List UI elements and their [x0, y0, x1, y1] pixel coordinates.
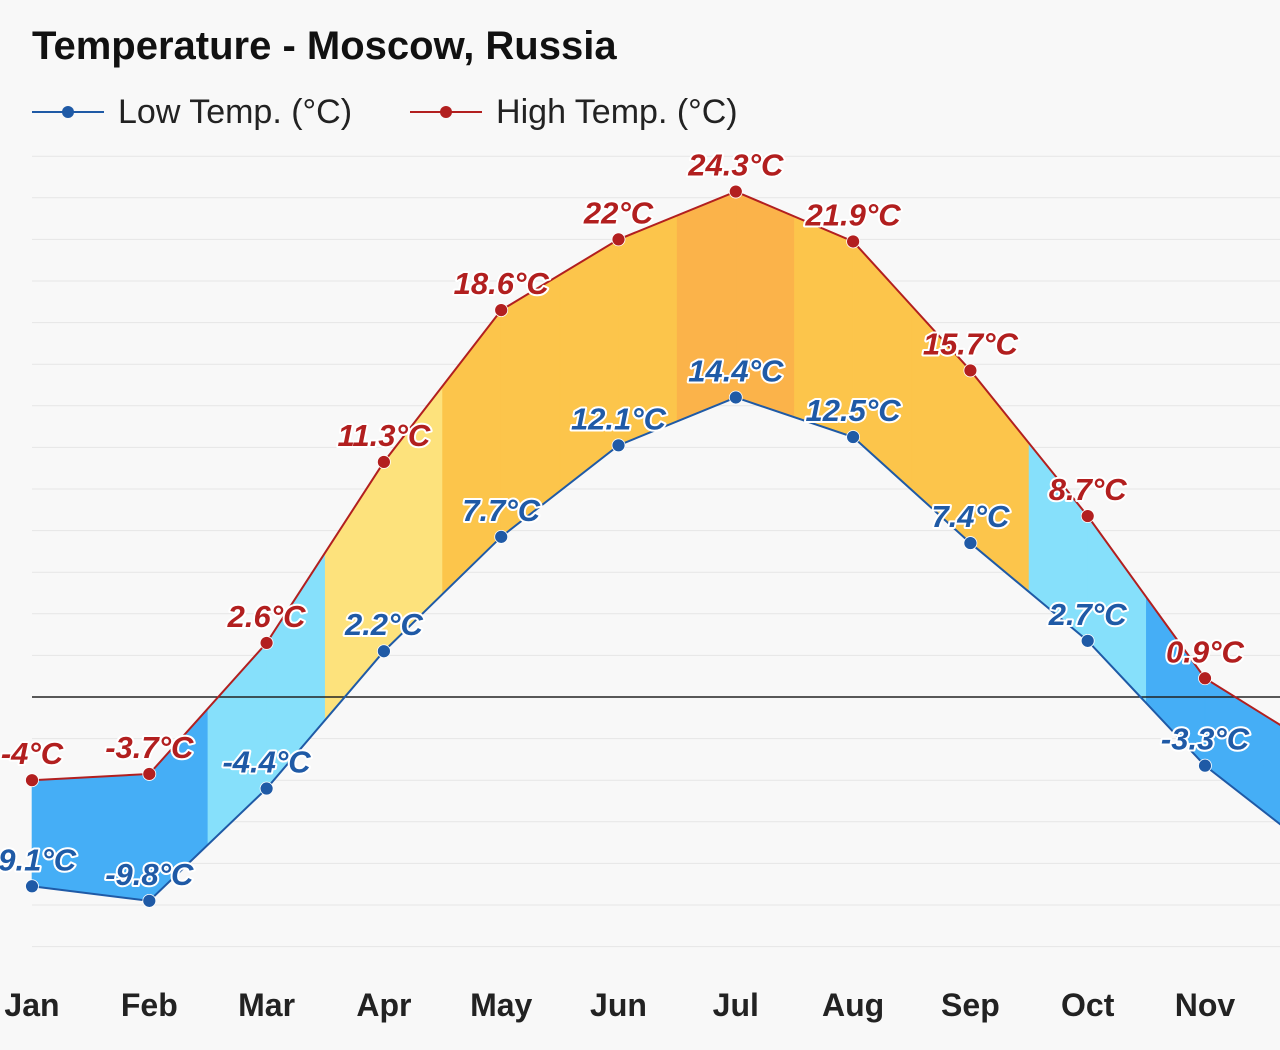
data-label-low: -9.8°C [105, 857, 194, 892]
x-axis: Jan Feb Mar Apr May Jun Jul Aug Sep Oct Nov [4, 987, 1235, 1023]
data-point-high[interactable] [1198, 671, 1212, 686]
x-tick-label: Nov [1175, 987, 1236, 1023]
data-label-high: 0.9°C [1166, 634, 1244, 669]
x-tick-label: Jun [590, 987, 647, 1023]
data-point-high[interactable] [25, 773, 39, 788]
chart-title: Temperature - Moscow, Russia [32, 24, 617, 68]
data-label-high: 22°C [583, 195, 654, 230]
data-labels: -9.1°C -9.8°C -4.4°C 2.2°C 7.7°C 12.1°C 14.4°C… [0, 146, 1252, 894]
data-label-high: 24.3°C [687, 148, 784, 183]
series-line-low [31, 396, 1280, 902]
data-point-high[interactable] [611, 232, 626, 247]
x-tick-label: Jan [4, 987, 59, 1023]
data-label-high: 2.6°C [227, 599, 306, 634]
temperature-band [1263, 714, 1280, 825]
x-tick-label: Jul [713, 987, 759, 1023]
data-point-low[interactable] [846, 430, 860, 444]
data-point-high[interactable] [376, 455, 391, 469]
data-point-low[interactable] [376, 644, 391, 659]
series-lines [31, 190, 1280, 902]
data-point-high[interactable] [963, 363, 978, 378]
temperature-band [852, 240, 913, 491]
data-label-low: 12.1°C [571, 401, 667, 436]
data-label-high: 8.7°C [1049, 472, 1127, 507]
x-tick-label: Mar [238, 987, 295, 1023]
data-label-high: 21.9°C [805, 197, 902, 232]
data-point-high[interactable] [494, 303, 509, 318]
series-points [25, 184, 1212, 908]
data-label-low: -3.3°C [1161, 722, 1250, 757]
data-point-low[interactable] [611, 438, 626, 453]
temperature-band [442, 309, 502, 595]
data-label-low: -4.4°C [222, 745, 311, 780]
x-tick-label: Oct [1061, 987, 1115, 1023]
data-label-low: 12.5°C [806, 393, 902, 428]
data-point-low[interactable] [1198, 758, 1212, 773]
data-point-low[interactable] [1080, 633, 1095, 648]
data-label-high: 11.3°C [337, 418, 430, 453]
data-label-low: 7.7°C [462, 493, 540, 528]
data-label-high: 15.7°C [923, 326, 1019, 361]
legend-item-high[interactable]: High Temp. (°C) [410, 93, 738, 132]
data-point-high[interactable] [1080, 509, 1095, 523]
data-label-low: 2.7°C [1048, 597, 1127, 632]
data-label-low: 2.2°C [344, 607, 423, 642]
data-label-low: 14.4°C [688, 353, 784, 388]
data-point-low[interactable] [728, 390, 743, 405]
temperature-band [970, 369, 1030, 593]
data-label-high: -4°C [1, 736, 64, 771]
x-tick-label: May [470, 987, 532, 1023]
legend-label-low: Low Temp. (°C) [118, 92, 353, 131]
legend-item-low[interactable]: Low Temp. (°C) [32, 93, 352, 132]
data-point-high[interactable] [846, 234, 860, 249]
legend: Low Temp. (°C) High Temp. (°C) [32, 88, 738, 136]
x-tick-label: Sep [941, 987, 1000, 1023]
data-point-high[interactable] [728, 184, 743, 199]
legend-label-high: High Temp. (°C) [496, 92, 738, 131]
data-point-high[interactable] [259, 636, 274, 650]
series-line-high [31, 190, 1280, 782]
data-point-high[interactable] [142, 767, 157, 781]
x-tick-label: Feb [121, 987, 178, 1023]
data-label-high: -3.7°C [105, 730, 194, 765]
legend-swatch-high [410, 106, 483, 118]
temperature-band [324, 460, 385, 721]
data-label-high: 18.6°C [454, 266, 550, 301]
data-point-low[interactable] [142, 893, 157, 908]
x-tick-label: Apr [356, 987, 411, 1023]
temperature-bands [31, 191, 1280, 902]
data-label-low: 7.4°C [931, 499, 1009, 534]
data-point-low[interactable] [25, 879, 39, 894]
data-point-low[interactable] [259, 781, 274, 796]
x-tick-label: Aug [822, 987, 884, 1023]
data-point-low[interactable] [494, 529, 509, 544]
data-label-low: -9.1°C [0, 842, 77, 877]
legend-swatch-low [32, 106, 104, 118]
data-point-low[interactable] [963, 536, 978, 550]
